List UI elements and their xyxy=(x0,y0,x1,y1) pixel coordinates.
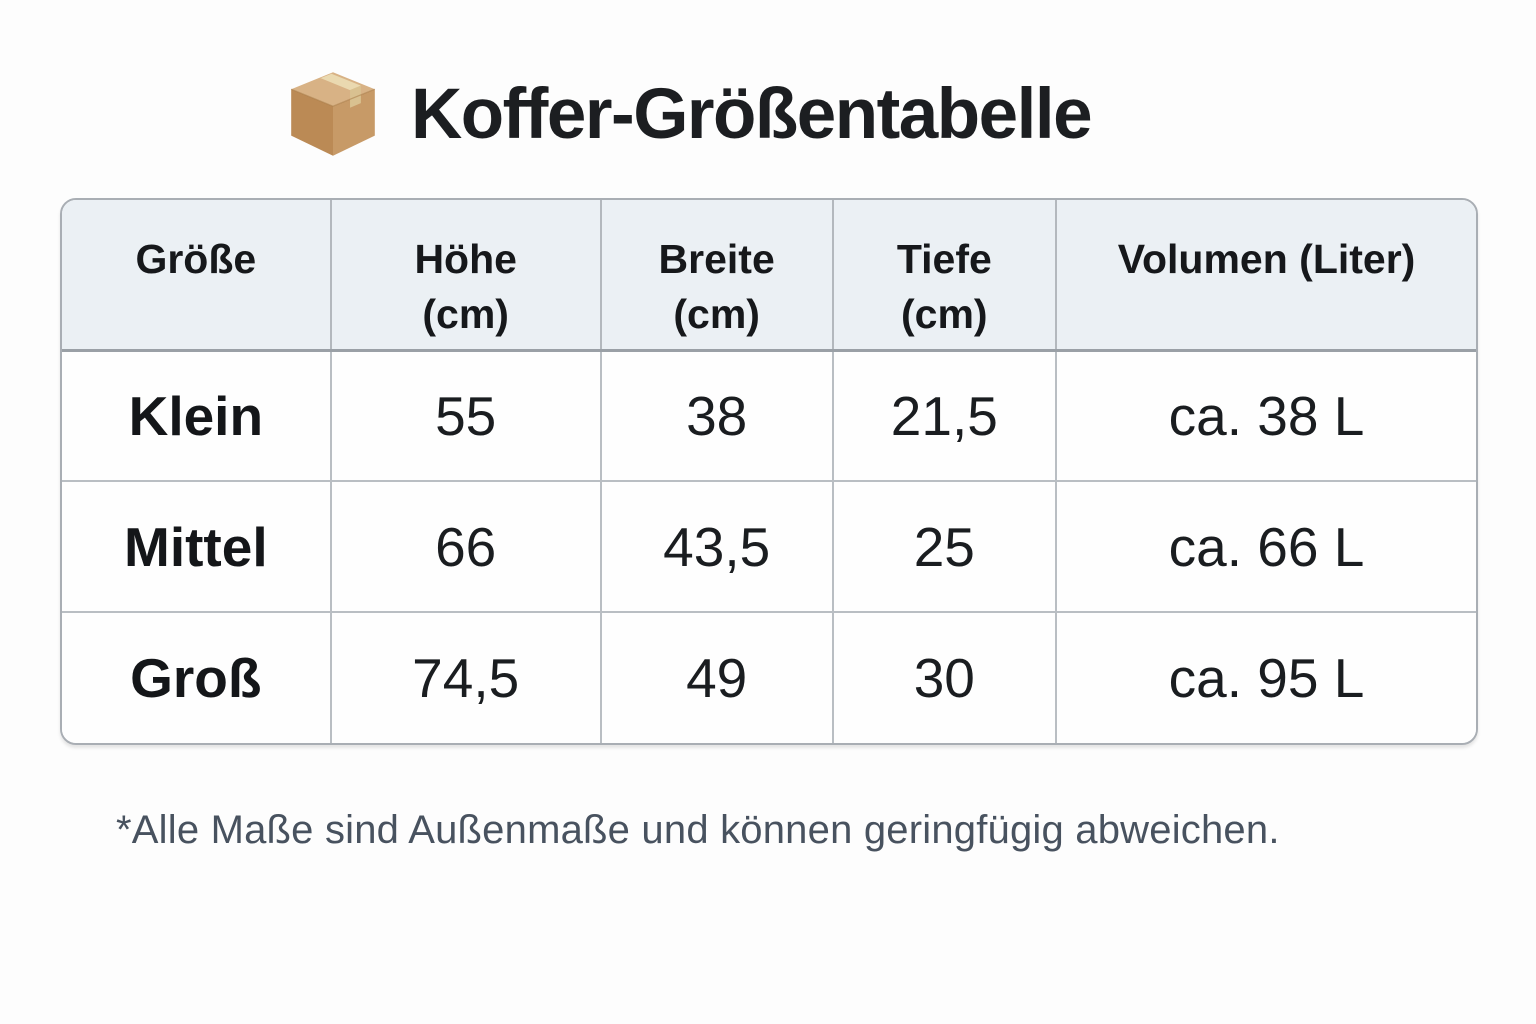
cell-mittel-volumen: ca. 66 L xyxy=(1055,480,1476,612)
cell-gross-breite: 49 xyxy=(599,611,833,743)
cell-mittel-tiefe: 25 xyxy=(831,480,1057,612)
cell-mittel-hoehe: 66 xyxy=(329,480,601,612)
cell-mittel-breite: 43,5 xyxy=(599,480,833,612)
column-header-breite: Breite (cm) xyxy=(599,200,833,352)
table-row-gross: Groß 74,5 49 30 ca. 95 L xyxy=(62,611,1476,743)
column-label: Breite xyxy=(658,236,775,282)
table-row-klein: Klein 55 38 21,5 ca. 38 L xyxy=(62,350,1476,481)
row-label-gross: Groß xyxy=(62,611,331,743)
cell-klein-tiefe: 21,5 xyxy=(831,350,1057,481)
column-header-hoehe: Höhe (cm) xyxy=(329,200,601,352)
footnote: *Alle Maße sind Außenmaße und können ger… xyxy=(116,808,1280,852)
column-label: Größe xyxy=(135,236,257,282)
column-unit: (cm) xyxy=(422,291,509,337)
size-table: Größe Höhe (cm) Breite (cm) Tiefe (cm) xyxy=(62,200,1476,743)
cell-klein-breite: 38 xyxy=(599,350,833,481)
cell-gross-tiefe: 30 xyxy=(831,611,1057,743)
row-label-klein: Klein xyxy=(62,350,331,481)
cell-gross-hoehe: 74,5 xyxy=(329,611,601,743)
page-title: Koffer-Größentabelle xyxy=(411,74,1093,154)
column-unit: (cm) xyxy=(673,291,760,337)
cell-klein-volumen: ca. 38 L xyxy=(1055,350,1476,481)
column-header-groesse: Größe xyxy=(62,200,331,352)
column-label: Tiefe xyxy=(896,236,992,282)
column-label: Höhe xyxy=(414,236,517,282)
size-table-container: Größe Höhe (cm) Breite (cm) Tiefe (cm) xyxy=(60,198,1478,745)
table-row-mittel: Mittel 66 43,5 25 ca. 66 L xyxy=(62,480,1476,612)
package-icon xyxy=(283,66,383,162)
cell-klein-hoehe: 55 xyxy=(329,350,601,481)
column-header-tiefe: Tiefe (cm) xyxy=(831,200,1057,352)
cell-gross-volumen: ca. 95 L xyxy=(1055,611,1476,743)
column-label: Volumen (Liter) xyxy=(1117,236,1416,282)
column-header-volumen: Volumen (Liter) xyxy=(1055,200,1476,352)
table-header-row: Größe Höhe (cm) Breite (cm) Tiefe (cm) xyxy=(62,200,1476,352)
row-label-mittel: Mittel xyxy=(62,480,331,612)
column-unit: (cm) xyxy=(901,291,988,337)
page-header: Koffer-Größentabelle xyxy=(283,66,1093,162)
